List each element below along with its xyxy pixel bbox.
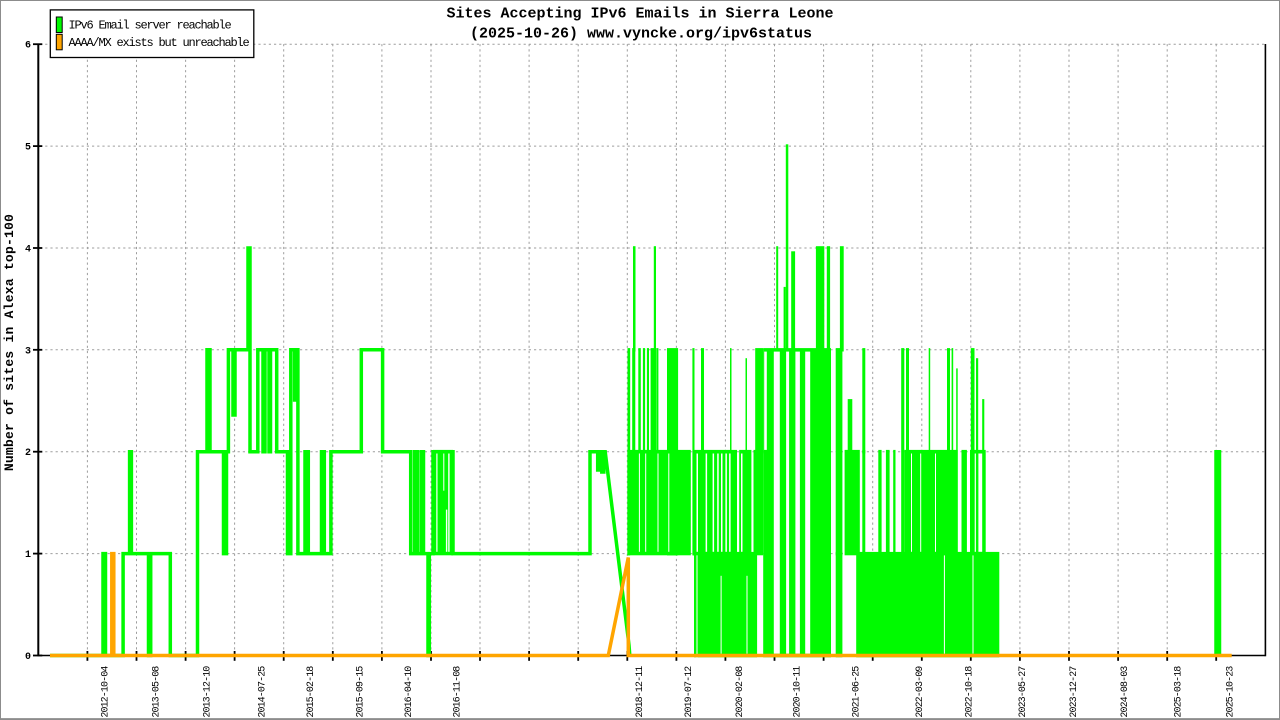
svg-text:1: 1 [25, 550, 31, 561]
svg-text:3: 3 [25, 346, 31, 357]
svg-text:(2025-10-26) www.vyncke.org/ip: (2025-10-26) www.vyncke.org/ipv6status [470, 26, 812, 43]
svg-text:0: 0 [25, 652, 31, 663]
svg-text:Sites Accepting IPv6 Emails in: Sites Accepting IPv6 Emails in Sierra Le… [446, 6, 833, 23]
svg-text:2021-06-25: 2021-06-25 [851, 666, 862, 718]
svg-text:2022-03-09: 2022-03-09 [915, 666, 926, 718]
svg-text:2024-08-03: 2024-08-03 [1120, 666, 1131, 718]
svg-text:IPv6 Email server reachable: IPv6 Email server reachable [69, 19, 232, 33]
svg-text:2013-05-08: 2013-05-08 [151, 666, 162, 718]
svg-text:Number of sites in Alexa top-1: Number of sites in Alexa top-100 [2, 214, 17, 471]
svg-text:2020-10-11: 2020-10-11 [792, 666, 803, 718]
svg-text:2015-02-18: 2015-02-18 [306, 666, 317, 718]
svg-text:2023-05-27: 2023-05-27 [1018, 666, 1029, 718]
svg-text:2025-03-18: 2025-03-18 [1173, 666, 1184, 718]
svg-text:AAAA/MX exists but unreachable: AAAA/MX exists but unreachable [69, 36, 250, 50]
svg-text:2013-12-10: 2013-12-10 [202, 666, 213, 718]
svg-text:2020-02-08: 2020-02-08 [735, 666, 746, 718]
svg-text:2014-07-25: 2014-07-25 [257, 666, 268, 718]
svg-text:2019-07-12: 2019-07-12 [684, 666, 695, 718]
svg-text:2023-12-27: 2023-12-27 [1069, 666, 1080, 718]
svg-text:2018-12-11: 2018-12-11 [635, 666, 646, 718]
svg-text:2016-11-08: 2016-11-08 [452, 666, 463, 718]
svg-text:2025-10-23: 2025-10-23 [1225, 666, 1236, 718]
svg-text:2015-09-15: 2015-09-15 [355, 666, 366, 718]
svg-text:2016-04-10: 2016-04-10 [404, 666, 415, 718]
svg-text:2022-10-18: 2022-10-18 [965, 666, 976, 718]
svg-text:6: 6 [25, 41, 31, 52]
svg-text:5: 5 [25, 143, 31, 154]
svg-text:2012-10-04: 2012-10-04 [100, 666, 111, 718]
svg-text:2: 2 [25, 448, 31, 459]
svg-text:4: 4 [25, 245, 31, 256]
